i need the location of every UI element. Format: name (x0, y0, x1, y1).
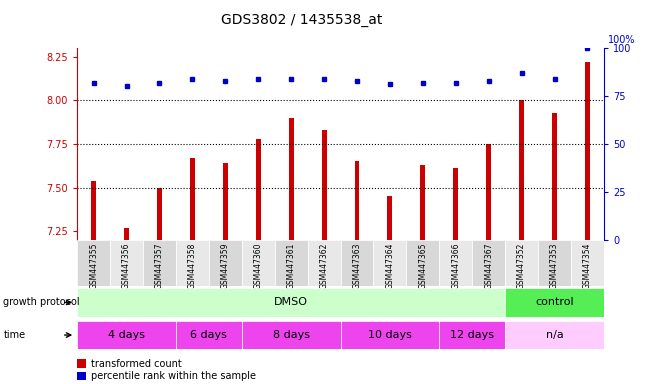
Bar (486, 144, 491, 240)
Bar (176, 240, 209, 286)
Bar (585, 62, 590, 240)
Bar (77, 240, 110, 286)
Bar (77, 288, 505, 317)
Bar (341, 321, 440, 349)
Text: GSM447357: GSM447357 (155, 242, 164, 289)
Bar (505, 240, 538, 286)
Text: GSM447365: GSM447365 (418, 242, 427, 289)
Bar (454, 169, 458, 240)
Bar (124, 228, 129, 240)
Text: GSM447362: GSM447362 (319, 242, 329, 289)
Text: 8 days: 8 days (272, 330, 309, 340)
Bar (571, 240, 604, 286)
Text: n/a: n/a (546, 330, 564, 340)
Text: growth protocol: growth protocol (3, 297, 80, 308)
Bar (307, 240, 340, 286)
Bar (505, 288, 604, 317)
Bar (223, 163, 227, 240)
Bar (407, 240, 440, 286)
Text: GSM447360: GSM447360 (254, 242, 263, 289)
Text: percentile rank within the sample: percentile rank within the sample (91, 371, 256, 381)
Text: 12 days: 12 days (450, 330, 495, 340)
Text: GSM447352: GSM447352 (517, 242, 526, 289)
Text: GSM447354: GSM447354 (583, 242, 592, 289)
Bar (256, 139, 261, 240)
Bar (472, 240, 505, 286)
Text: 10 days: 10 days (368, 330, 412, 340)
Text: DMSO: DMSO (274, 297, 308, 308)
Text: GSM447363: GSM447363 (352, 242, 362, 289)
Bar (176, 321, 242, 349)
Bar (209, 240, 242, 286)
Bar (420, 165, 425, 240)
Text: GSM447361: GSM447361 (287, 242, 296, 289)
Text: GSM447356: GSM447356 (122, 242, 131, 289)
Text: transformed count: transformed count (91, 359, 181, 369)
Bar (341, 240, 374, 286)
Text: 6 days: 6 days (191, 330, 227, 340)
Bar (519, 100, 524, 240)
Bar (374, 240, 407, 286)
Text: GSM447353: GSM447353 (550, 242, 559, 289)
Text: GSM447364: GSM447364 (385, 242, 395, 289)
Bar (552, 113, 557, 240)
Bar (538, 240, 571, 286)
Bar (274, 240, 307, 286)
Text: GDS3802 / 1435538_at: GDS3802 / 1435538_at (221, 13, 382, 27)
Bar (242, 321, 341, 349)
Text: GSM447366: GSM447366 (452, 242, 460, 289)
Bar (289, 118, 294, 240)
Text: 100%: 100% (608, 35, 635, 45)
Text: time: time (3, 330, 25, 340)
Bar (440, 240, 472, 286)
Bar (190, 158, 195, 240)
Bar (505, 321, 604, 349)
Text: GSM447367: GSM447367 (484, 242, 493, 289)
Bar (354, 161, 360, 240)
Text: GSM447355: GSM447355 (89, 242, 98, 289)
Bar (143, 240, 176, 286)
Bar (91, 180, 96, 240)
Bar (242, 240, 274, 286)
Text: GSM447358: GSM447358 (188, 242, 197, 289)
Bar (321, 130, 327, 240)
Bar (77, 321, 176, 349)
Text: control: control (535, 297, 574, 308)
Bar (440, 321, 505, 349)
Bar (157, 188, 162, 240)
Bar (387, 196, 393, 240)
Text: 4 days: 4 days (108, 330, 145, 340)
Text: GSM447359: GSM447359 (221, 242, 229, 289)
Bar (110, 240, 143, 286)
